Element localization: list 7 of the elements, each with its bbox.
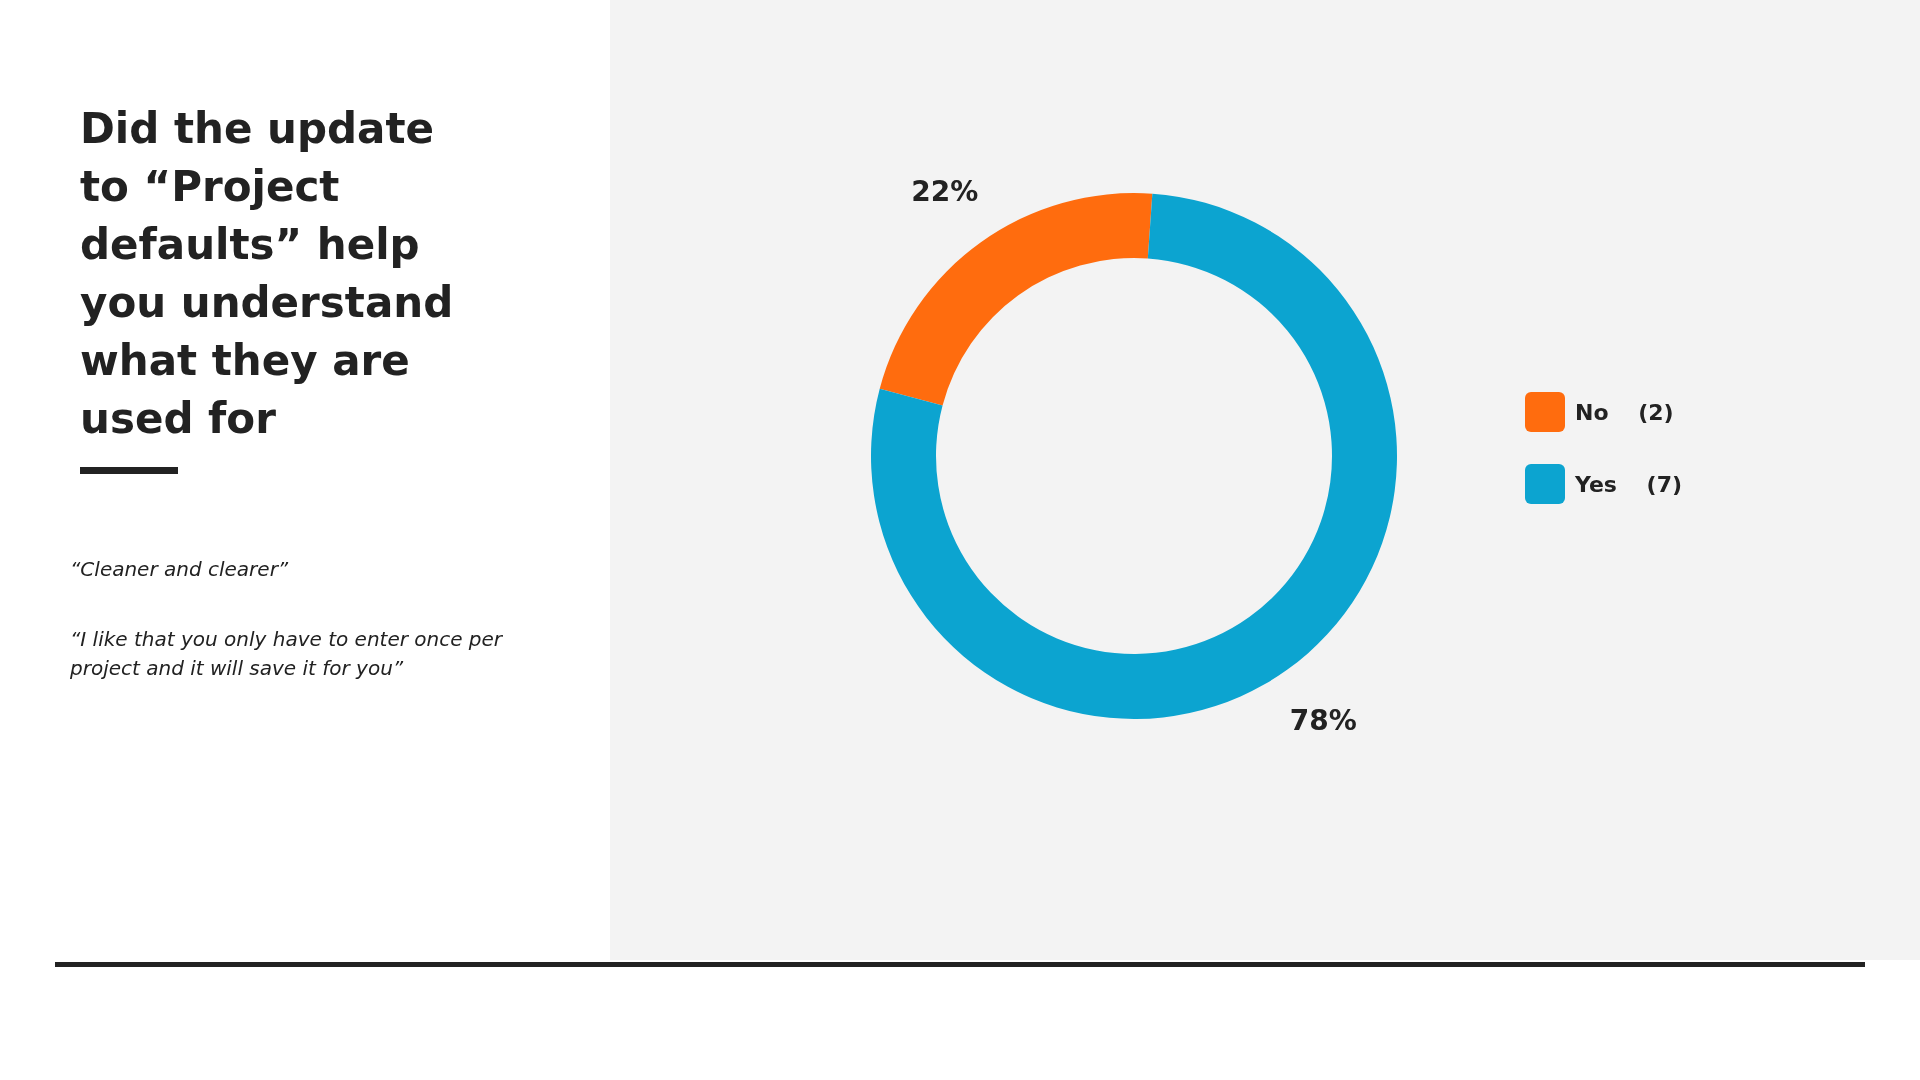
text: Did the update to “Project defaults” help you understand what they are used for <box>80 103 455 445</box>
data-label: 22% <box>911 175 979 209</box>
text: “I like that you only have to enter once per project and it will save it for you” <box>70 626 504 682</box>
legend-label: Yes (7) <box>1575 471 1683 497</box>
legend-label: No (2) <box>1575 399 1674 425</box>
data-label: 78% <box>1289 703 1357 737</box>
text: “Cleaner and clearer” <box>70 556 290 583</box>
